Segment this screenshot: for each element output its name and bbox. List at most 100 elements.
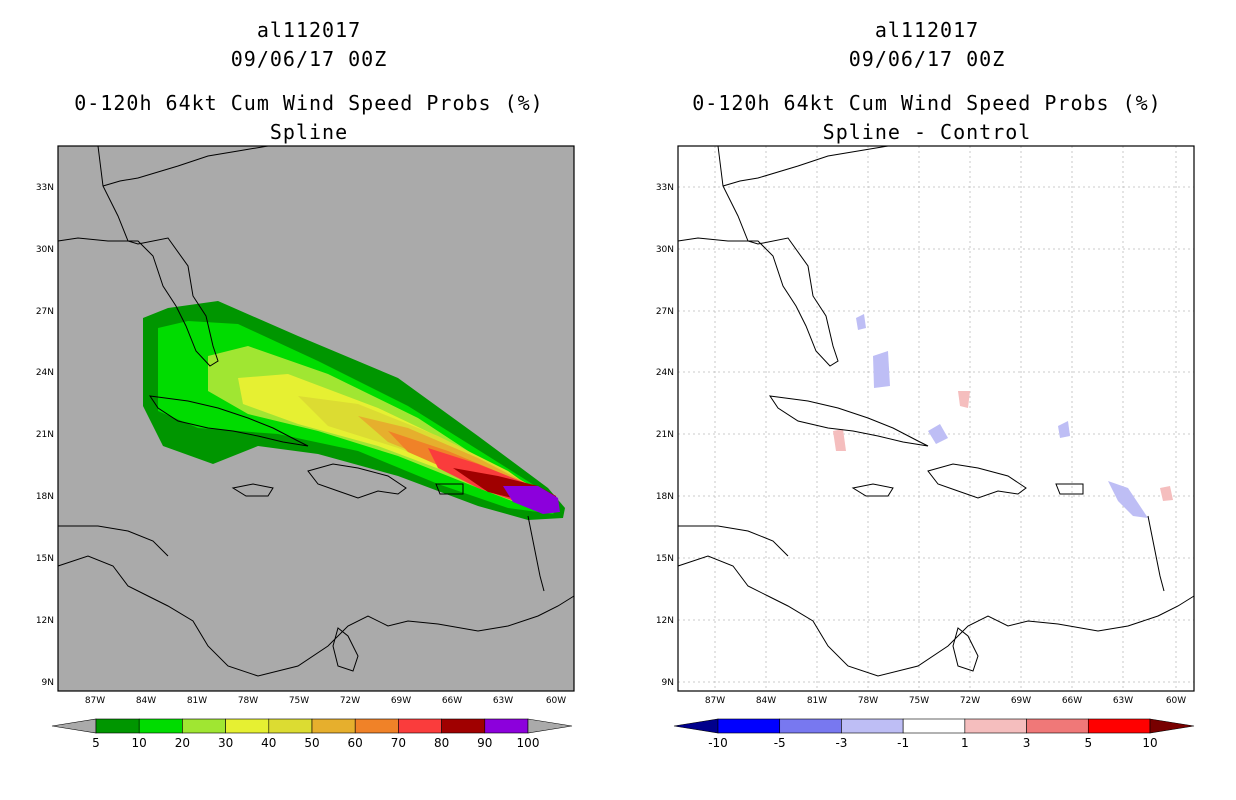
coastlines [677,145,1195,677]
probability-map: 87W 84W 81W 78W 75W 72W 69W 66W 63W 60W … [36,145,575,706]
product-title: 0-120h 64kt Cum Wind Speed Probs (%) [74,91,544,115]
colorbar-swatch [268,718,313,734]
left-panel: al112017 09/06/17 00Z 0-120h 64kt Cum Wi… [36,18,575,750]
colorbar-label: 1 [961,736,969,750]
lon-tick-label: 69W [1011,696,1031,706]
colorbar-label: 5 [92,736,100,750]
lat-tick-label: 27N [656,307,674,317]
colorbar-swatch [717,718,781,734]
lon-tick-label: 81W [807,696,827,706]
lon-tick-label: 60W [546,696,566,706]
probability-colorbar: 5 10 20 30 40 50 60 70 80 90 100 [51,718,573,750]
lon-tick-label: 81W [187,696,207,706]
colorbar-swatch [182,718,226,734]
colorbar-swatch [779,718,842,734]
lon-tick-label: 78W [238,696,258,706]
storm-id-title: al112017 [256,18,362,42]
colorbar-swatch [1087,718,1151,734]
colorbar-label: 10 [132,736,147,750]
lon-tick-label: 60W [1166,696,1186,706]
lon-tick-label: 63W [493,696,513,706]
lon-tick-label: 72W [340,696,360,706]
probability-swath [143,301,565,520]
colorbar-swatch [1026,718,1089,734]
lon-tick-label: 72W [960,696,980,706]
colorbar-swatch [311,718,356,734]
lon-tick-label: 75W [909,696,929,706]
lat-tick-label: 24N [656,368,674,378]
colorbar-swatch [902,718,966,734]
colorbar-swatch [95,718,140,734]
colorbar-label: -1 [897,736,909,750]
lat-tick-label: 18N [656,492,674,502]
colorbar-swatch [138,718,183,734]
lat-tick-label: 9N [42,678,54,688]
lon-tick-label: 84W [136,696,156,706]
method-title: Spline [269,120,349,144]
colorbar-label: -3 [835,736,847,750]
date-title: 09/06/17 00Z [230,47,388,71]
difference-patches [833,314,1173,518]
lon-tick-label: 87W [85,696,105,706]
lon-tick-label: 78W [858,696,878,706]
lat-tick-label: 24N [36,368,54,378]
lat-tick-labels: 9N 12N 15N 18N 21N 24N 27N 30N 33N [656,183,674,688]
gridlines [678,146,1194,691]
lat-tick-label: 21N [36,430,54,440]
method-title: Spline - Control [822,120,1032,144]
lat-tick-label: 30N [36,245,54,255]
difference-colorbar: -10 -5 -3 -1 1 3 5 10 [673,718,1195,750]
lon-tick-label: 66W [1062,696,1082,706]
date-title: 09/06/17 00Z [848,47,1006,71]
lat-tick-label: 12N [36,616,54,626]
lat-tick-label: 27N [36,307,54,317]
colorbar-label: 30 [218,736,233,750]
lat-tick-label: 33N [656,183,674,193]
coastlines [57,145,575,677]
colorbar-label: 10 [1142,736,1157,750]
lon-tick-label: 63W [1113,696,1133,706]
colorbar-label: 3 [1023,736,1031,750]
colorbar-swatch [441,718,486,734]
colorbar-swatch [354,718,399,734]
colorbar-label: -10 [708,736,728,750]
colorbar-arrow-right [527,718,573,734]
colorbar-label: 50 [304,736,319,750]
lat-tick-label: 21N [656,430,674,440]
colorbar-swatch [841,718,904,734]
colorbar-swatch [484,718,529,734]
lon-tick-label: 66W [442,696,462,706]
lat-tick-label: 18N [36,492,54,502]
map-frame [57,145,575,692]
map-background [678,146,1194,691]
right-panel: al112017 09/06/17 00Z 0-120h 64kt Cum Wi… [618,0,1236,800]
lat-tick-label: 33N [36,183,54,193]
lon-tick-label: 84W [756,696,776,706]
lon-tick-labels: 87W 84W 81W 78W 75W 72W 69W 66W 63W 60W [85,696,566,706]
lon-tick-label: 75W [289,696,309,706]
colorbar-swatch [225,718,270,734]
colorbar-label: 70 [391,736,406,750]
storm-id-title: al112017 [874,18,980,42]
map-frame [677,145,1195,692]
lat-tick-labels: 9N 12N 15N 18N 21N 24N 27N 30N 33N [36,183,54,688]
lat-tick-label: 9N [662,678,674,688]
lon-tick-label: 69W [391,696,411,706]
lat-tick-label: 15N [656,554,674,564]
colorbar-arrow-left [673,718,719,734]
colorbar-label: -5 [774,736,786,750]
product-title: 0-120h 64kt Cum Wind Speed Probs (%) [692,91,1162,115]
colorbar-label: 20 [175,736,190,750]
colorbar-label: 100 [517,736,540,750]
colorbar-swatch [964,718,1027,734]
colorbar-arrow-right [1149,718,1195,734]
lat-tick-label: 30N [656,245,674,255]
colorbar-swatch [398,718,442,734]
lon-tick-label: 87W [705,696,725,706]
difference-map: 87W 84W 81W 78W 75W 72W 69W 66W 63W 60W … [656,145,1195,706]
colorbar-label: 5 [1084,736,1092,750]
lat-tick-label: 12N [656,616,674,626]
lat-tick-label: 15N [36,554,54,564]
colorbar-label: 80 [434,736,449,750]
colorbar-label: 90 [477,736,492,750]
